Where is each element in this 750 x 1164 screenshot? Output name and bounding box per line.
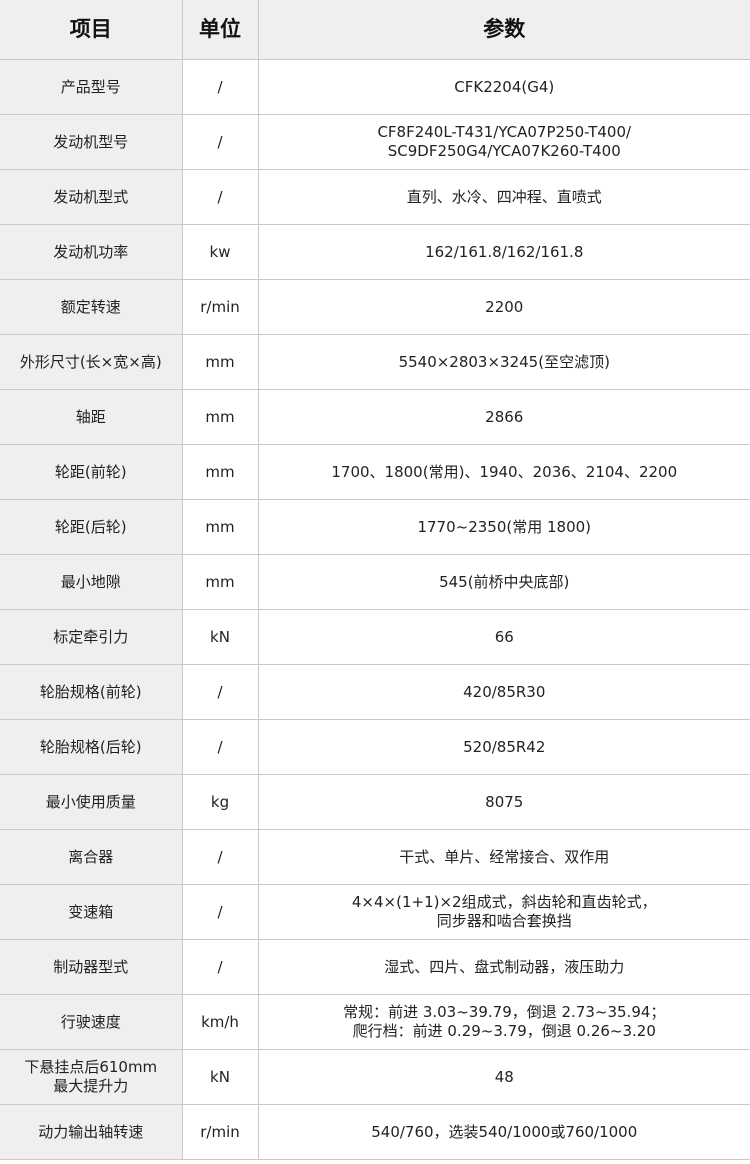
- table-row: 标定牵引力 kN 66: [0, 609, 750, 665]
- value-cell: 4×4×(1+1)×2组成式，斜齿轮和直齿轮式， 同步器和啮合套换挡: [257, 884, 750, 940]
- item-cell: 额定转速: [0, 279, 183, 335]
- unit-cell: r/min: [181, 279, 259, 335]
- unit-cell: mm: [181, 554, 259, 610]
- header-param: 参数: [257, 0, 750, 60]
- unit-cell: /: [181, 114, 259, 170]
- unit-cell: /: [181, 664, 259, 720]
- table-row: 轮距(前轮) mm 1700、1800(常用)、1940、2036、2104、220…: [0, 444, 750, 500]
- table-row: 最小地隙 mm 545(前桥中央底部): [0, 554, 750, 610]
- item-cell: 产品型号: [0, 59, 183, 115]
- header-unit: 单位: [181, 0, 259, 60]
- table-row: 最小使用质量 kg 8075: [0, 774, 750, 830]
- value-cell: 湿式、四片、盘式制动器，液压助力: [257, 939, 750, 995]
- unit-cell: kN: [181, 609, 259, 665]
- table-row: 制动器型式 / 湿式、四片、盘式制动器，液压助力: [0, 939, 750, 995]
- item-cell: 外形尺寸(长×宽×高): [0, 334, 183, 390]
- table-row: 轮胎规格(前轮)/420/85R30: [0, 664, 750, 720]
- value-cell: 2866: [257, 389, 750, 445]
- unit-cell: r/min: [181, 1104, 259, 1160]
- value-cell: 520/85R42: [257, 719, 750, 775]
- value-cell: 2200: [257, 279, 750, 335]
- item-cell: 轴距: [0, 389, 183, 445]
- unit-cell: mm: [181, 444, 259, 500]
- unit-cell: /: [181, 829, 259, 885]
- table-row: 下悬挂点后610mm 最大提升力 kN 48: [0, 1049, 750, 1105]
- item-cell: 离合器: [0, 829, 183, 885]
- table-row: 轴距 mm 2866: [0, 389, 750, 445]
- table-row: 发动机型号 / CF8F240L-T431/YCA07P250-T400/ SC9D…: [0, 114, 750, 170]
- value-cell: 5540×2803×3245(至空滤顶): [257, 334, 750, 390]
- unit-cell: kN: [181, 1049, 259, 1105]
- item-cell: 制动器型式: [0, 939, 183, 995]
- value-cell: 1700、1800(常用)、1940、2036、2104、2200: [257, 444, 750, 500]
- table-row: 离合器 / 干式、单片、经常接合、双作用: [0, 829, 750, 885]
- item-cell: 发动机型号: [0, 114, 183, 170]
- value-cell: 162/161.8/162/161.8: [257, 224, 750, 280]
- table-row: 发动机型式 / 直列、水冷、四冲程、直喷式: [0, 169, 750, 225]
- unit-cell: kw: [181, 224, 259, 280]
- value-cell: 540/760，选装540/1000或760/1000: [257, 1104, 750, 1160]
- value-cell: 干式、单片、经常接合、双作用: [257, 829, 750, 885]
- item-cell: 变速箱: [0, 884, 183, 940]
- value-cell: 545(前桥中央底部): [257, 554, 750, 610]
- header-item: 项目: [0, 0, 183, 60]
- unit-cell: /: [181, 169, 259, 225]
- table-row: 外形尺寸(长×宽×高) mm 5540×2803×3245(至空滤顶): [0, 334, 750, 390]
- table-row: 动力输出轴转速 r/min 540/760，选装540/1000或760/1000: [0, 1104, 750, 1160]
- item-cell: 行驶速度: [0, 994, 183, 1050]
- item-cell: 轮距(前轮): [0, 444, 183, 500]
- table-row: 额定转速 r/min 2200: [0, 279, 750, 335]
- unit-cell: /: [181, 939, 259, 995]
- item-cell: 发动机型式: [0, 169, 183, 225]
- unit-cell: kg: [181, 774, 259, 830]
- unit-cell: /: [181, 719, 259, 775]
- unit-cell: km/h: [181, 994, 259, 1050]
- header-row: 项目 单位 参数: [0, 0, 750, 60]
- item-cell: 轮胎规格(后轮): [0, 719, 183, 775]
- item-cell: 轮距(后轮): [0, 499, 183, 555]
- table-row: 变速箱/4×4×(1+1)×2组成式，斜齿轮和直齿轮式， 同步器和啮合套换挡: [0, 884, 750, 940]
- table-row: 产品型号 / CFK2204(G4): [0, 59, 750, 115]
- value-cell: CFK2204(G4): [257, 59, 750, 115]
- unit-cell: /: [181, 884, 259, 940]
- unit-cell: mm: [181, 334, 259, 390]
- value-cell: 48: [257, 1049, 750, 1105]
- value-cell: 直列、水冷、四冲程、直喷式: [257, 169, 750, 225]
- unit-cell: mm: [181, 499, 259, 555]
- unit-cell: /: [181, 59, 259, 115]
- item-cell: 轮胎规格(前轮): [0, 664, 183, 720]
- table-row: 轮胎规格(后轮)/520/85R42: [0, 719, 750, 775]
- table-row: 行驶速度 km/h 常规：前进 3.03~39.79，倒退 2.73~35.94； …: [0, 994, 750, 1050]
- value-cell: 420/85R30: [257, 664, 750, 720]
- item-cell: 下悬挂点后610mm 最大提升力: [0, 1049, 183, 1105]
- value-cell: 66: [257, 609, 750, 665]
- table-row: 轮距(后轮) mm 1770~2350(常用 1800): [0, 499, 750, 555]
- unit-cell: mm: [181, 389, 259, 445]
- value-cell: CF8F240L-T431/YCA07P250-T400/ SC9DF250G4…: [257, 114, 750, 170]
- table-row: 发动机功率 kw 162/161.8/162/161.8: [0, 224, 750, 280]
- value-cell: 常规：前进 3.03~39.79，倒退 2.73~35.94； 爬行档：前进 0…: [257, 994, 750, 1050]
- item-cell: 标定牵引力: [0, 609, 183, 665]
- item-cell: 最小地隙: [0, 554, 183, 610]
- value-cell: 1770~2350(常用 1800): [257, 499, 750, 555]
- item-cell: 最小使用质量: [0, 774, 183, 830]
- item-cell: 发动机功率: [0, 224, 183, 280]
- item-cell: 动力输出轴转速: [0, 1104, 183, 1160]
- value-cell: 8075: [257, 774, 750, 830]
